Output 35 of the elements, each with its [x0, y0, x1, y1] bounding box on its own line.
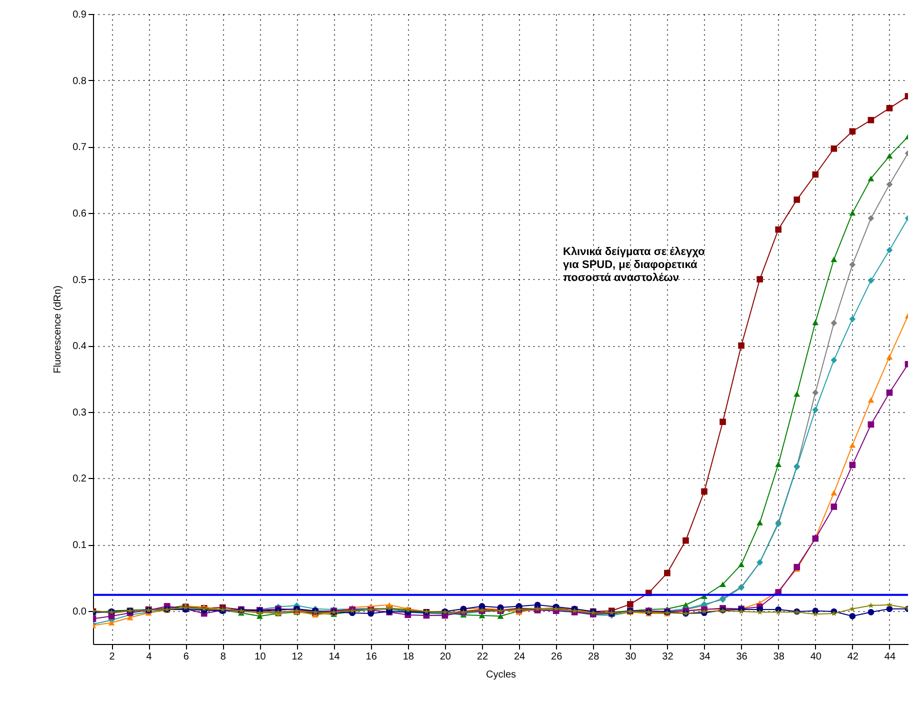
x-tick-label: 12 [292, 652, 304, 662]
y-axis-title: Fluorescence (dRn) [52, 286, 64, 374]
x-tick-label: 38 [773, 652, 785, 662]
x-tick-label: 16 [366, 652, 378, 662]
y-tick-label: 0.4 [72, 341, 87, 352]
x-tick-label: 44 [884, 652, 896, 662]
x-tick-label: 18 [402, 652, 414, 662]
y-tick-label: 0.8 [72, 76, 87, 87]
annotation: Κλινικά δείγματα σε έλεγχο για SPUD, με διαφορετικά ποσοστά αναστολέων [563, 246, 706, 284]
y-tick-label: 0.5 [72, 274, 87, 286]
x-tick-label: 30 [625, 652, 637, 662]
x-tick-label: 32 [662, 652, 674, 662]
y-tick-label: 0.0 [72, 606, 87, 618]
x-tick-label: 10 [254, 652, 266, 662]
x-tick-label: 20 [440, 652, 452, 662]
x-tick-label: 6 [183, 652, 190, 662]
x-axis-title: Cycles [486, 670, 516, 680]
x-tick-label: 2 [109, 652, 116, 662]
y-tick-label: 0.1 [72, 540, 87, 552]
y-tick-label: 0.9 [72, 10, 87, 20]
y-tick-label: 0.6 [72, 208, 87, 220]
x-tick-label: 40 [810, 652, 822, 662]
x-tick-label: 22 [476, 652, 488, 662]
y-tick-label: 0.7 [72, 142, 87, 154]
x-tick-label: 8 [220, 652, 226, 662]
x-tick-label: 26 [551, 652, 563, 662]
x-tick-label: 42 [847, 652, 859, 662]
x-tick-label: 14 [328, 652, 340, 662]
x-tick-label: 36 [736, 652, 748, 662]
x-tick-label: 28 [588, 652, 600, 662]
y-tick-label: 0.3 [72, 407, 87, 418]
x-tick-label: 34 [699, 652, 711, 662]
x-tick-label: 4 [146, 652, 152, 662]
y-tick-label: 0.2 [72, 474, 87, 485]
x-tick-label: 24 [514, 652, 526, 662]
